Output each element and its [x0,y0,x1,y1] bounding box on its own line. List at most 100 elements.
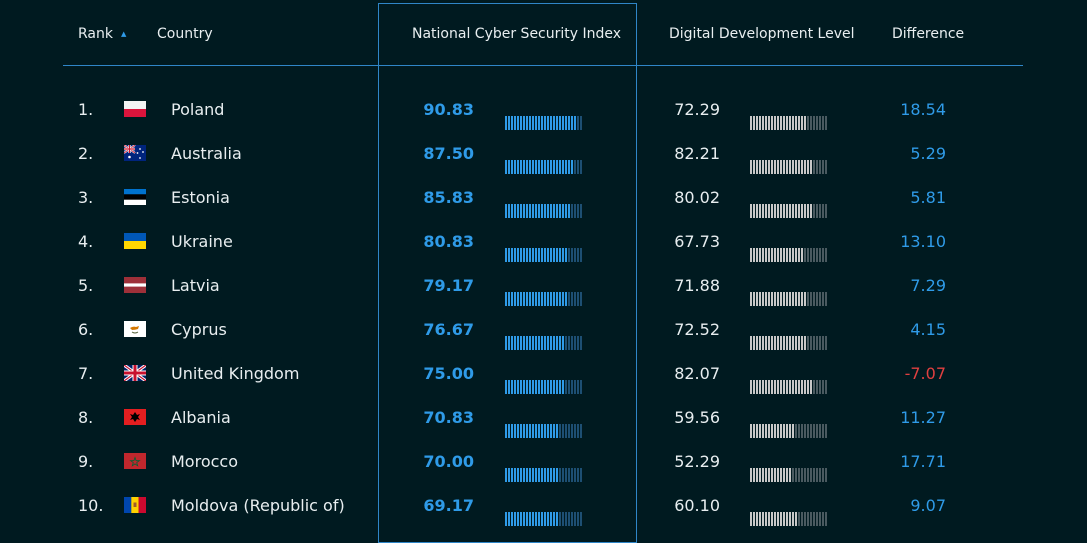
bar-tick [777,424,779,438]
bar-tick [819,468,821,482]
bar-tick [520,424,522,438]
country-name[interactable]: Moldova (Republic of) [171,496,345,515]
ncsi-bar-graphic [505,160,582,174]
bar-tick [780,248,782,262]
bar-tick [807,336,809,350]
ncsi-bar [505,499,582,526]
ncsi-bar-graphic [505,292,582,306]
bar-tick [520,248,522,262]
bar-tick [822,424,824,438]
bar-tick [553,116,555,130]
country-name[interactable]: Ukraine [171,232,233,251]
bar-tick [547,248,549,262]
ncsi-bar [505,323,582,350]
rank-column-header[interactable]: Rank ▲ [78,26,126,42]
bar-tick [535,468,537,482]
table-row[interactable]: 9. Morocco 70.00 52.29 17.71 [0,440,1087,484]
bar-tick [517,468,519,482]
ddl-bar [750,279,827,306]
difference-value: 9.07 [910,496,946,515]
bar-tick [789,204,791,218]
difference-column-header[interactable]: Difference [892,26,965,42]
sort-ascending-icon[interactable]: ▲ [120,30,127,38]
table-row[interactable]: 2. Australia 87.50 82.21 5.29 [0,132,1087,176]
bar-tick [777,116,779,130]
difference-value: 7.29 [910,276,946,295]
bar-tick [514,116,516,130]
bar-tick [568,248,570,262]
ddl-value: 71.88 [674,276,720,295]
bar-tick [574,248,576,262]
bar-tick [762,380,764,394]
bar-tick [807,116,809,130]
bar-tick [813,248,815,262]
bar-tick [544,424,546,438]
country-name[interactable]: Australia [171,144,242,163]
bar-tick [523,468,525,482]
ddl-bar [750,147,827,174]
country-name[interactable]: Poland [171,100,225,119]
rank-cell: 5. [78,276,94,295]
bar-tick [562,512,564,526]
table-row[interactable]: 5. Latvia 79.17 71.88 7.29 [0,264,1087,308]
bar-tick [774,292,776,306]
bar-tick [544,248,546,262]
bar-tick [535,424,537,438]
bar-tick [574,380,576,394]
bar-tick [544,160,546,174]
bar-tick [786,512,788,526]
country-name[interactable]: United Kingdom [171,364,300,383]
rank-cell: 7. [78,364,94,383]
bar-tick [801,160,803,174]
bar-tick [577,248,579,262]
table-row[interactable]: 10. Moldova (Republic of) 69.17 60.10 9.07 [0,484,1087,528]
bar-tick [762,336,764,350]
bar-tick [792,380,794,394]
bar-tick [780,512,782,526]
bar-tick [571,248,573,262]
bar-tick [577,116,579,130]
bar-tick [508,468,510,482]
bar-tick [505,248,507,262]
bar-tick [556,380,558,394]
table-row[interactable]: 4. Ukraine 80.83 67.73 13.10 [0,220,1087,264]
table-row[interactable]: 8. Albania 70.83 59.56 11.27 [0,396,1087,440]
table-row[interactable]: 6. Cyprus 76.67 72.52 4.15 [0,308,1087,352]
bar-tick [798,380,800,394]
ddl-value: 59.56 [674,408,720,427]
bar-tick [750,468,752,482]
bar-tick [792,160,794,174]
bar-tick [544,336,546,350]
country-name[interactable]: Morocco [171,452,238,471]
country-name[interactable]: Cyprus [171,320,227,339]
bar-tick [529,248,531,262]
bar-tick [538,160,540,174]
table-row[interactable]: 1. Poland 90.83 72.29 18.54 [0,88,1087,132]
bar-tick [571,380,573,394]
bar-tick [550,204,552,218]
country-name[interactable]: Albania [171,408,231,427]
bar-tick [804,380,806,394]
table-row[interactable]: 7. United Kingdom 75.00 82.07 -7.07 [0,352,1087,396]
rank-cell: 4. [78,232,94,251]
ddl-column-header[interactable]: Digital Development Level [669,26,855,42]
bar-tick [556,248,558,262]
ncsi-bar-graphic [505,424,582,438]
bar-tick [783,424,785,438]
country-name[interactable]: Latvia [171,276,220,295]
bar-tick [807,160,809,174]
country-column-header[interactable]: Country [157,26,213,42]
bar-tick [816,204,818,218]
bar-tick [771,380,773,394]
bar-tick [532,380,534,394]
bar-tick [565,380,567,394]
ncsi-column-header[interactable]: National Cyber Security Index [412,26,622,42]
country-name[interactable]: Estonia [171,188,230,207]
rank-cell: 10. [78,496,104,515]
bar-tick [550,116,552,130]
bar-tick [789,468,791,482]
bar-tick [798,248,800,262]
bar-tick [514,512,516,526]
table-row[interactable]: 3. Estonia 85.83 80.02 5.81 [0,176,1087,220]
bar-tick [532,424,534,438]
